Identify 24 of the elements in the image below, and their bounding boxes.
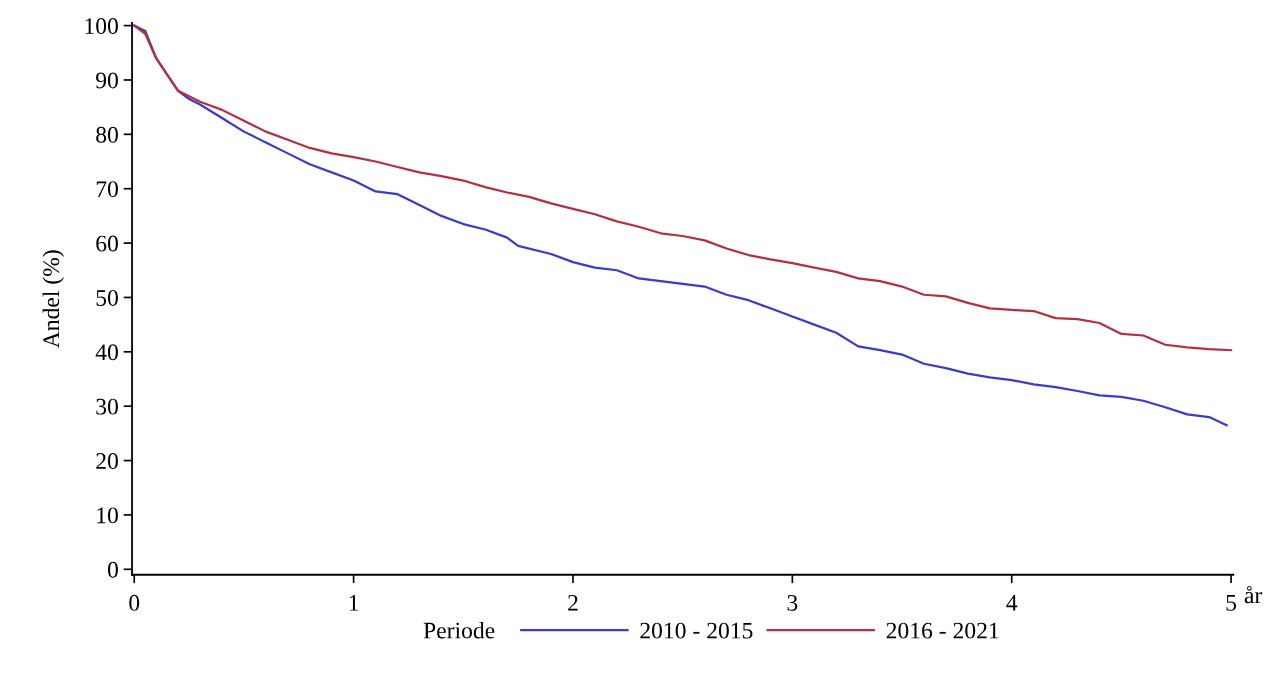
- x-axis-title: år: [1244, 585, 1263, 604]
- x-tick-label: 3: [787, 594, 798, 611]
- y-tick-label: 30: [96, 398, 118, 415]
- legend-title: Periode: [423, 621, 495, 639]
- x-tick-label: 5: [1226, 595, 1237, 611]
- y-tick-label: 90: [96, 72, 118, 89]
- y-tick-label: 60: [96, 235, 118, 252]
- y-tick-label: 20: [96, 453, 118, 469]
- y-axis-title: Andel (%): [42, 250, 64, 349]
- legend-label: 2010 - 2015: [640, 622, 753, 639]
- line-series: [133, 24, 1228, 427]
- y-tick-label: 50: [96, 289, 118, 306]
- y-tick-label: 10: [97, 507, 118, 524]
- x-tick-label: 4: [1006, 595, 1018, 611]
- y-tick-label: 70: [96, 181, 118, 198]
- x-tick-label: 0: [129, 594, 140, 611]
- line-series: [133, 24, 1233, 352]
- legend-label: 2016 - 2021: [886, 622, 999, 639]
- x-tick-label: 2: [568, 594, 578, 611]
- y-tick-label: 80: [96, 126, 118, 143]
- x-tick-label: 1: [349, 594, 359, 611]
- y-tick-label: 100: [85, 18, 118, 35]
- y-tick-label: 40: [95, 344, 118, 361]
- y-tick-label: 0: [107, 561, 118, 578]
